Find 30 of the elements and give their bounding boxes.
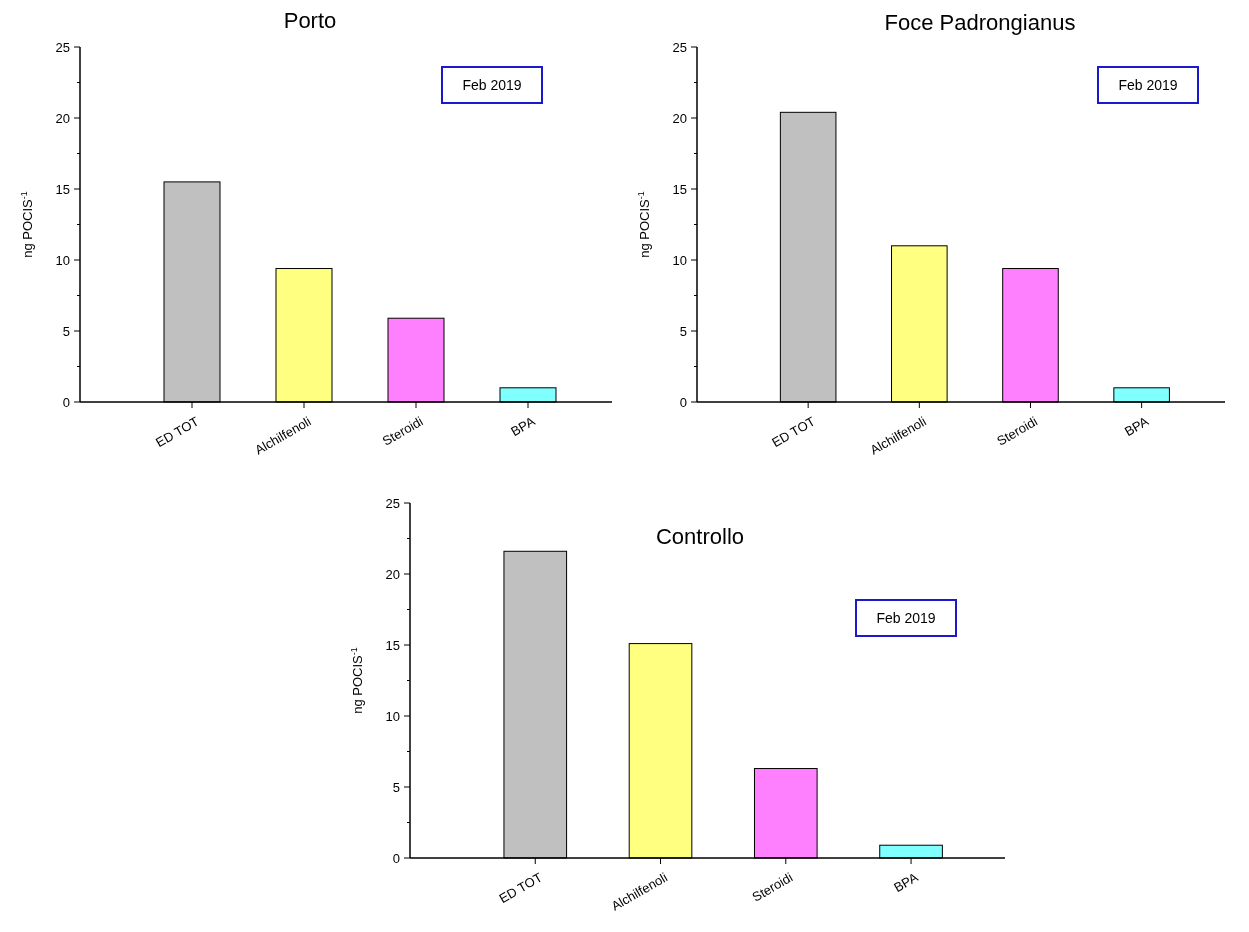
chart-title: Porto bbox=[283, 8, 337, 33]
annotation: Feb 2019 bbox=[462, 76, 522, 93]
y-tick-label: 20 bbox=[55, 110, 70, 126]
y-tick-label: 5 bbox=[392, 779, 400, 795]
y-tick-label: 10 bbox=[672, 252, 687, 268]
x-tick-label: ED TOT bbox=[153, 413, 202, 451]
y-tick-label: 15 bbox=[672, 181, 687, 197]
x-tick-label: BPA bbox=[891, 869, 921, 896]
annotation: Feb 2019 bbox=[876, 609, 936, 626]
y-tick-label: 20 bbox=[672, 110, 687, 126]
y-tick-label: 5 bbox=[62, 323, 70, 339]
chart-title: Foce Padrongianus bbox=[884, 10, 1076, 35]
y-tick-label: 0 bbox=[62, 394, 70, 410]
y-tick-label: 10 bbox=[55, 252, 70, 268]
y-tick-label: 20 bbox=[385, 566, 400, 582]
x-tick-label: BPA bbox=[508, 413, 538, 440]
y-tick-label: 25 bbox=[55, 39, 70, 55]
y-tick-label: 0 bbox=[392, 850, 400, 866]
y-tick-label: 10 bbox=[385, 708, 400, 724]
y-tick-label: 15 bbox=[385, 637, 400, 653]
y-tick-label: 0 bbox=[679, 394, 687, 410]
y-tick-label: 5 bbox=[679, 323, 687, 339]
x-tick-label: BPA bbox=[1121, 413, 1152, 440]
y-tick-label: 25 bbox=[385, 495, 400, 511]
y-tick-label: 25 bbox=[672, 39, 687, 55]
text: Controllo bbox=[655, 524, 745, 549]
x-tick-label: ED TOT bbox=[769, 413, 818, 451]
y-tick-label: 15 bbox=[55, 181, 70, 197]
annotation: Feb 2019 bbox=[1118, 76, 1178, 93]
x-tick-label: ED TOT bbox=[496, 869, 545, 907]
